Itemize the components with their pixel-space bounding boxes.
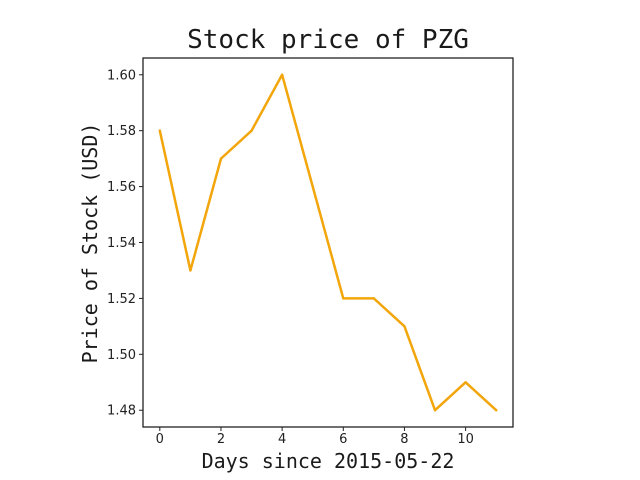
data-point [403, 325, 406, 328]
x-tick-label: 6 [339, 432, 347, 447]
data-point [464, 381, 467, 384]
x-tick-label: 8 [400, 432, 408, 447]
y-tick-label: 1.54 [107, 236, 136, 251]
x-axis-ticks: 0 2 4 6 8 10 [156, 427, 474, 447]
y-tick-label: 1.58 [107, 124, 136, 139]
data-point [219, 157, 223, 160]
data-point [342, 297, 345, 300]
series-points [158, 73, 498, 412]
data-point [250, 129, 253, 132]
y-tick-label: 1.48 [107, 404, 136, 419]
data-point [189, 269, 192, 272]
y-tick-label: 1.56 [107, 180, 136, 195]
series-line [158, 73, 498, 412]
y-tick-label: 1.52 [107, 292, 136, 307]
x-tick-label: 10 [457, 432, 474, 447]
x-tick-label: 0 [156, 432, 164, 447]
data-point [494, 409, 498, 412]
y-tick-label: 1.50 [107, 348, 136, 363]
x-axis-label: Days since 2015-05-22 [202, 449, 455, 473]
data-point [372, 297, 376, 300]
y-tick-label: 1.60 [107, 68, 136, 83]
data-point [433, 409, 437, 412]
x-tick-label: 2 [217, 432, 225, 447]
y-axis-label: Price of Stock (USD) [78, 123, 102, 364]
data-point [311, 185, 314, 188]
data-point [280, 73, 284, 76]
chart-title: Stock price of PZG [187, 25, 469, 55]
x-tick-label: 4 [278, 432, 286, 447]
y-axis-ticks: 1.48 1.50 1.52 1.54 1.56 1.58 1.60 [107, 68, 143, 419]
data-point [158, 129, 162, 132]
